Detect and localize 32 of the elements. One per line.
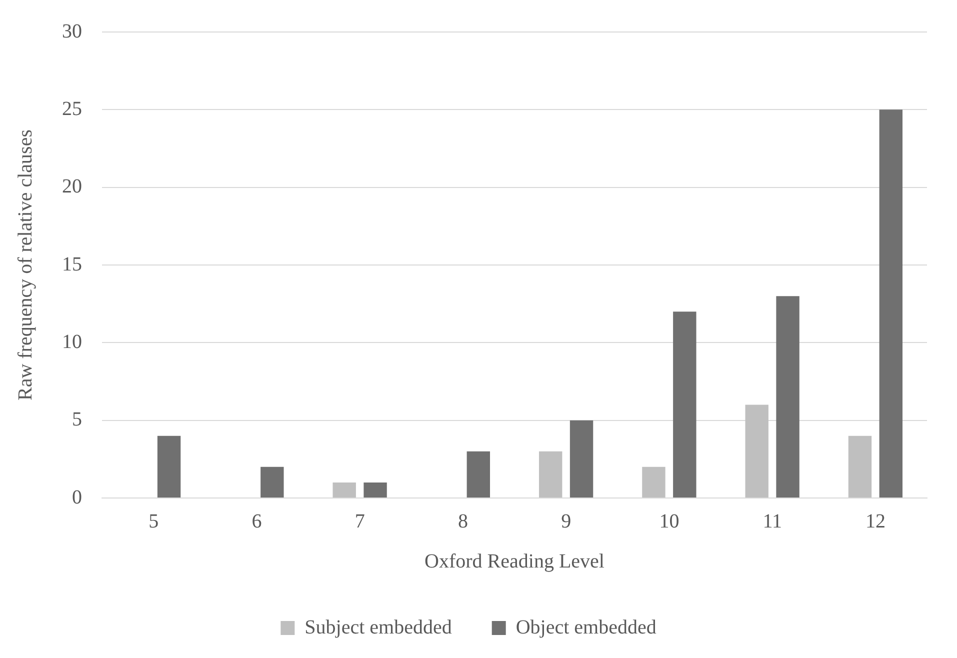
x-tick-label: 9 xyxy=(561,510,572,532)
bar xyxy=(776,296,800,498)
bar xyxy=(745,404,768,498)
x-tick-label: 10 xyxy=(659,510,680,532)
y-tick-label: 25 xyxy=(62,98,82,120)
y-axis-title: Raw frequency of relative clauses xyxy=(14,129,36,400)
bar xyxy=(332,482,356,498)
legend-label: Subject embedded xyxy=(304,616,452,638)
x-axis-title: Oxford Reading Level xyxy=(424,550,605,572)
y-tick-label: 15 xyxy=(62,253,82,276)
bar xyxy=(673,312,696,498)
bar xyxy=(364,482,387,498)
x-tick-label: 5 xyxy=(148,510,159,532)
bar xyxy=(848,436,872,498)
bar xyxy=(879,110,903,498)
y-tick-label: 0 xyxy=(72,486,82,508)
bar xyxy=(538,451,562,498)
bar xyxy=(157,436,181,498)
x-tick-label: 12 xyxy=(865,510,886,532)
bar xyxy=(466,451,490,498)
x-tick-label: 7 xyxy=(354,510,365,532)
bar xyxy=(642,466,666,498)
legend-label: Object embedded xyxy=(516,616,656,638)
y-tick-label: 20 xyxy=(62,176,82,198)
y-tick-label: 10 xyxy=(62,330,82,353)
y-tick-label: 5 xyxy=(72,408,82,431)
x-tick-label: 8 xyxy=(458,510,468,532)
x-tick-label: 6 xyxy=(252,510,262,532)
bar xyxy=(260,466,284,498)
bar xyxy=(570,420,594,498)
y-tick-label: 30 xyxy=(62,20,82,42)
x-tick-label: 11 xyxy=(762,510,782,532)
